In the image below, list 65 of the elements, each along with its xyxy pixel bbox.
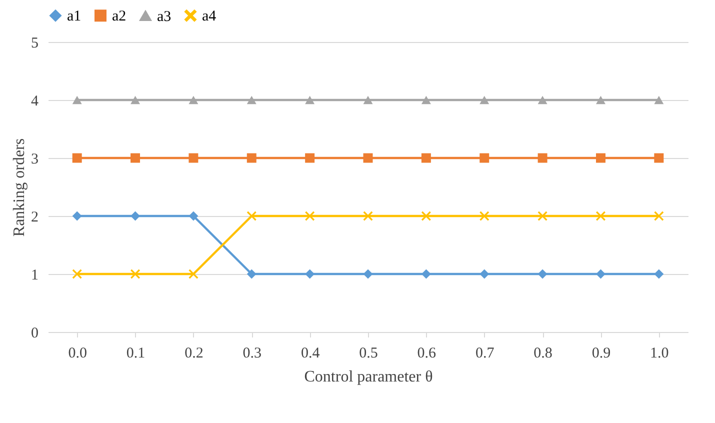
point	[72, 96, 82, 104]
point	[363, 153, 373, 163]
point	[130, 153, 140, 163]
point	[421, 211, 431, 221]
point	[188, 153, 198, 163]
point	[421, 96, 431, 104]
point	[538, 153, 548, 163]
x-tick-label: 0.1	[126, 346, 146, 362]
point	[538, 269, 548, 279]
x-tick-label: 0.2	[184, 346, 204, 362]
point	[596, 269, 606, 279]
x-axis-title: Control parameter θ	[304, 368, 433, 386]
point	[305, 153, 315, 163]
point	[72, 211, 82, 221]
point	[538, 211, 548, 221]
point	[305, 211, 315, 221]
point	[538, 96, 548, 104]
point	[480, 211, 490, 221]
y-tick-label: 0	[31, 326, 38, 342]
legend-label: a1	[67, 8, 82, 25]
point	[480, 153, 490, 163]
x-tick-label: 0.0	[68, 346, 87, 362]
point	[654, 211, 664, 221]
point	[363, 269, 373, 279]
point	[130, 96, 140, 104]
point	[363, 96, 373, 104]
x-tick-label: 0.9	[592, 346, 611, 362]
x-tick-label: 1.0	[650, 346, 669, 362]
point	[246, 211, 256, 221]
x-tick-label: 0.6	[417, 346, 437, 362]
x-tick-label: 0.8	[534, 346, 552, 362]
point	[596, 153, 606, 163]
point	[246, 96, 256, 104]
point	[654, 269, 664, 279]
legend-label: a2	[112, 8, 126, 25]
legend-label: a4	[202, 8, 217, 25]
point	[654, 153, 664, 163]
x-tick-label: 0.3	[242, 346, 262, 362]
point	[363, 211, 373, 221]
point	[72, 153, 82, 163]
y-tick-label: 3	[31, 152, 38, 168]
y-tick-label: 2	[31, 210, 38, 226]
point	[305, 269, 315, 279]
point	[72, 269, 82, 279]
point	[421, 153, 431, 163]
x-tick-label: 0.4	[300, 346, 320, 362]
x-tick-label: 0.5	[359, 346, 378, 362]
y-axis-title: Ranking orders	[11, 138, 28, 237]
x-tick-label: 0.7	[475, 346, 495, 362]
point	[246, 153, 256, 163]
point	[246, 269, 256, 279]
point	[480, 269, 490, 279]
point	[188, 211, 198, 221]
point	[188, 96, 198, 104]
y-tick-label: 1	[31, 268, 38, 284]
point	[188, 269, 198, 279]
point	[596, 96, 606, 104]
point	[421, 269, 431, 279]
y-tick-label: 5	[31, 36, 38, 52]
legend-label: a3	[157, 8, 172, 25]
y-tick-label: 4	[31, 94, 39, 110]
point	[480, 96, 490, 104]
point	[305, 96, 315, 104]
point	[654, 96, 664, 104]
point	[130, 211, 140, 221]
